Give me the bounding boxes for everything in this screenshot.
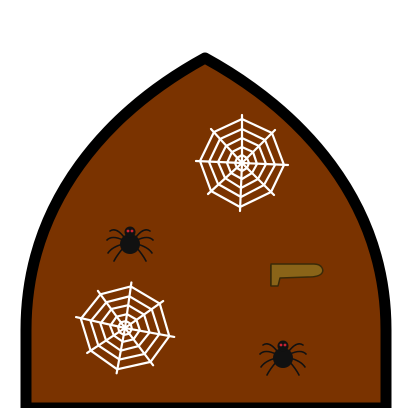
spider-icon[interactable] — [106, 226, 154, 262]
arched-doorway — [20, 52, 392, 408]
spider-icon[interactable] — [259, 340, 307, 376]
cobweb-icon[interactable] — [194, 113, 290, 213]
boot-icon[interactable] — [270, 263, 324, 287]
cobweb-icon[interactable] — [69, 275, 181, 380]
